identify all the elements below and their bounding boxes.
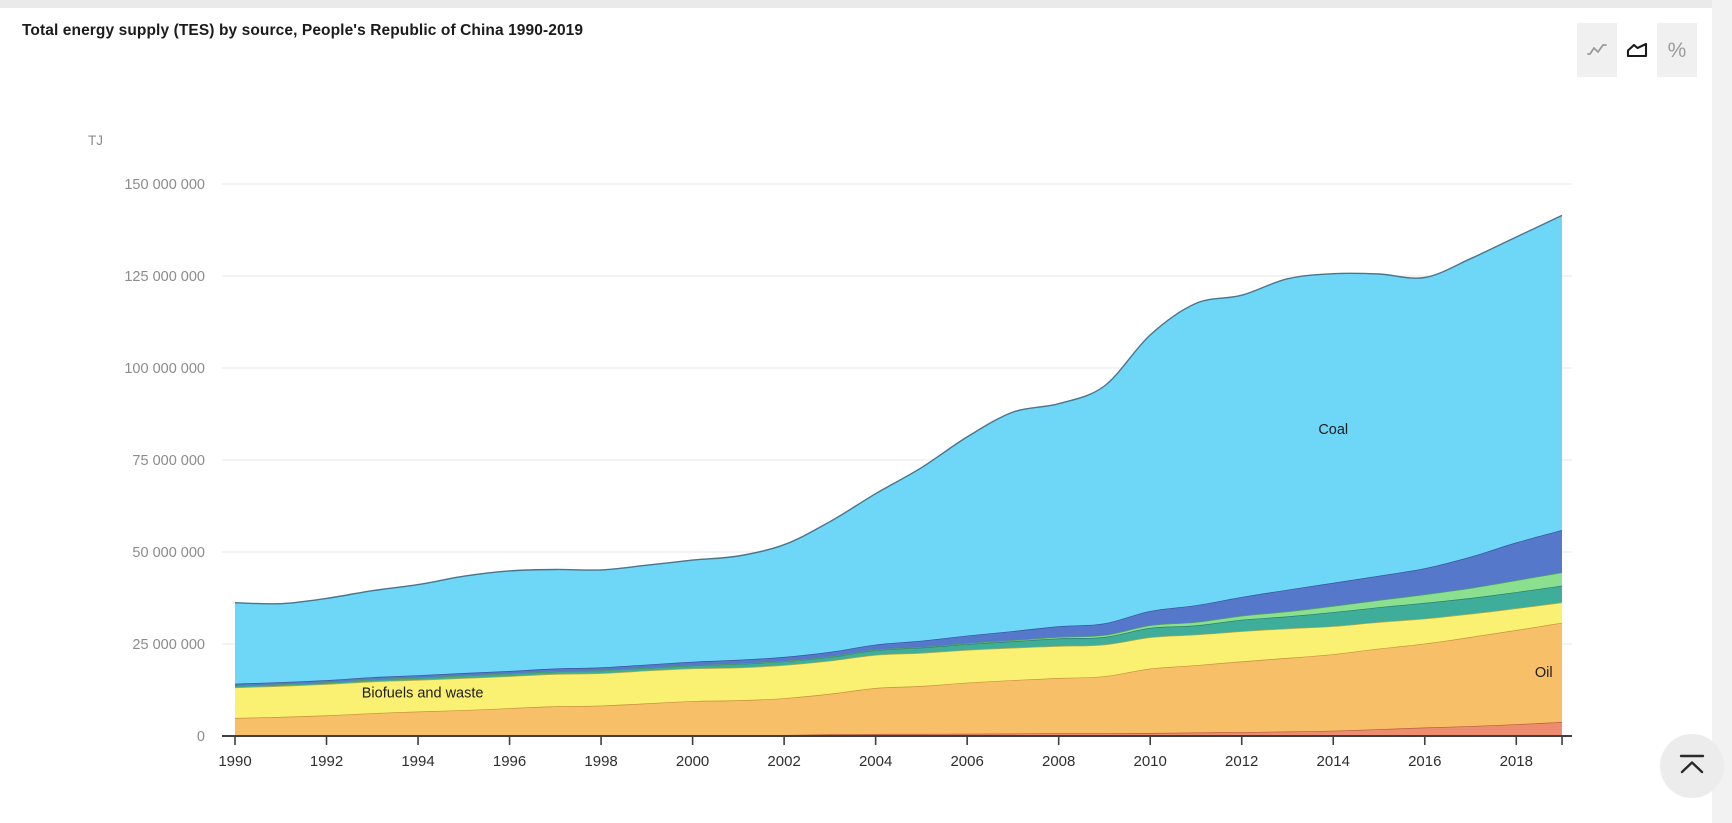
svg-text:25 000 000: 25 000 000 — [132, 637, 205, 653]
svg-text:2008: 2008 — [1042, 753, 1075, 770]
area-chart-icon — [1625, 40, 1649, 60]
svg-text:1990: 1990 — [218, 753, 251, 770]
svg-text:1996: 1996 — [493, 753, 526, 770]
chart-title: Total energy supply (TES) by source, Peo… — [22, 22, 584, 39]
series-label-coal: Coal — [1318, 422, 1348, 438]
line-chart-toggle-button[interactable] — [1577, 23, 1617, 77]
page-top-strip — [0, 0, 1732, 8]
series-label-biofuels-and-waste: Biofuels and waste — [362, 685, 484, 701]
svg-text:1998: 1998 — [584, 753, 617, 770]
svg-text:2000: 2000 — [676, 753, 709, 770]
svg-text:1994: 1994 — [401, 753, 434, 770]
percent-icon: % — [1667, 38, 1687, 62]
line-chart-icon — [1586, 41, 1608, 59]
svg-text:2002: 2002 — [767, 753, 800, 770]
svg-text:2016: 2016 — [1408, 753, 1441, 770]
svg-text:2004: 2004 — [859, 753, 892, 770]
svg-text:100 000 000: 100 000 000 — [124, 361, 205, 377]
svg-text:150 000 000: 150 000 000 — [124, 177, 205, 193]
y-axis-unit-label: TJ — [88, 133, 103, 148]
area-chart-toggle-button[interactable] — [1617, 23, 1657, 77]
percent-toggle-button[interactable]: % — [1657, 23, 1697, 77]
svg-text:1992: 1992 — [310, 753, 343, 770]
scroll-to-top-button[interactable] — [1660, 734, 1724, 798]
svg-text:2014: 2014 — [1317, 753, 1350, 770]
svg-text:2006: 2006 — [950, 753, 983, 770]
svg-text:125 000 000: 125 000 000 — [124, 269, 205, 285]
svg-text:2010: 2010 — [1134, 753, 1167, 770]
svg-text:0: 0 — [197, 729, 205, 745]
chart-type-toggle: % — [1577, 23, 1697, 77]
svg-text:75 000 000: 75 000 000 — [132, 453, 205, 469]
page-right-strip — [1712, 0, 1732, 823]
scroll-to-top-icon — [1677, 752, 1707, 781]
svg-text:50 000 000: 50 000 000 — [132, 545, 205, 561]
svg-text:2018: 2018 — [1500, 753, 1533, 770]
series-label-oil: Oil — [1535, 665, 1553, 681]
svg-text:2012: 2012 — [1225, 753, 1258, 770]
